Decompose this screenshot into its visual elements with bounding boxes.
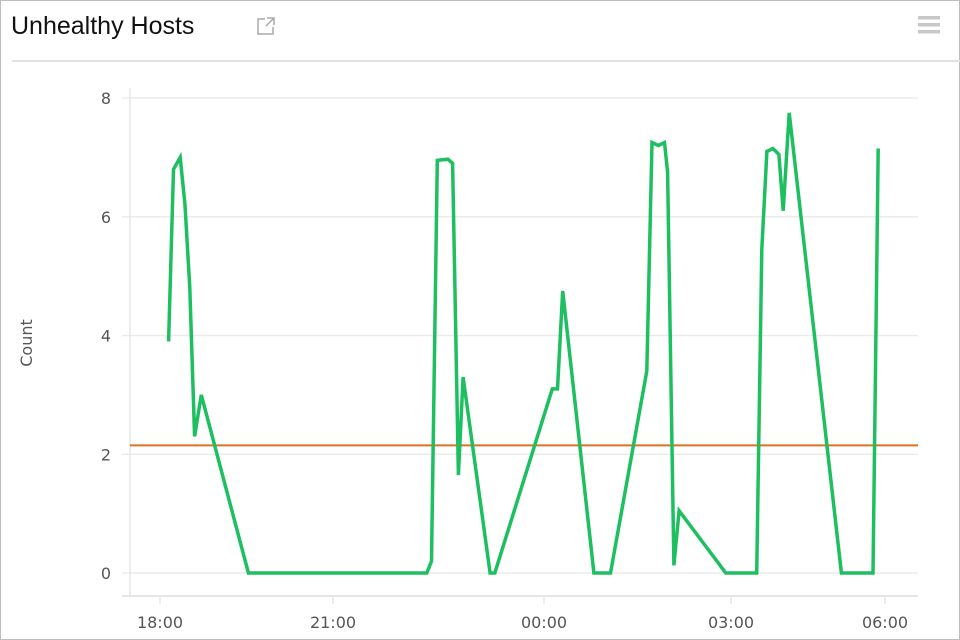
y-tick-label: 2	[101, 445, 111, 464]
series-line	[166, 112, 880, 575]
header-divider	[12, 60, 960, 62]
x-tick-label: 06:00	[862, 613, 908, 632]
hamburger-menu-icon[interactable]	[918, 16, 940, 34]
x-tick-label: 18:00	[137, 613, 183, 632]
y-tick-label: 4	[101, 327, 111, 346]
y-tick-label: 8	[101, 89, 111, 108]
y-tick-label: 0	[101, 564, 111, 583]
widget-title: Unhealthy Hosts	[11, 12, 195, 40]
y-tick-label: 6	[101, 208, 111, 227]
x-tick-label: 21:00	[310, 613, 356, 632]
external-link-icon[interactable]	[256, 16, 276, 36]
x-tick-label: 00:00	[521, 613, 567, 632]
y-axis-label: Count	[17, 319, 36, 367]
x-tick-label: 03:00	[708, 613, 754, 632]
